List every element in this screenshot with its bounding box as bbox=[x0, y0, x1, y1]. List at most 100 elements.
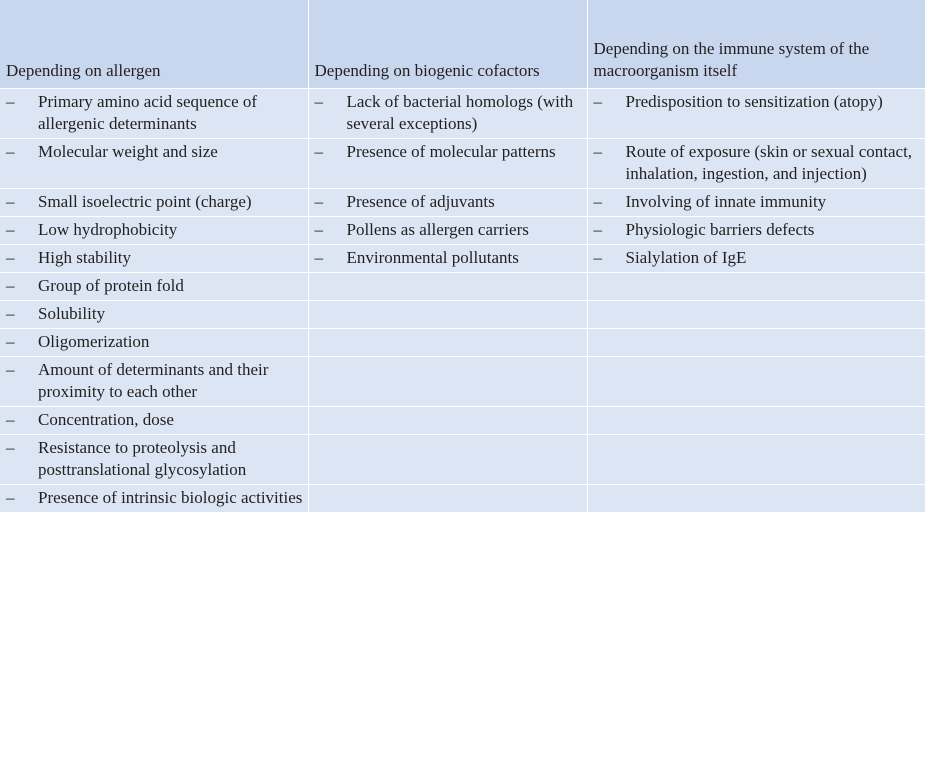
dash-bullet: – bbox=[6, 142, 15, 161]
cell-immune-factor: – Route of exposure (skin or sexual conta… bbox=[587, 138, 925, 189]
list-item: – Primary amino acid sequence of allergen… bbox=[6, 91, 304, 135]
table-header: Depending on allergen Depending on bioge… bbox=[0, 0, 925, 89]
cell-immune-factor bbox=[587, 272, 925, 301]
table-row: – Small isoelectric point (charge) – Presen… bbox=[0, 188, 925, 217]
dash-bullet: – bbox=[6, 438, 15, 457]
dash-bullet: – bbox=[314, 142, 324, 161]
item-text: Resistance to proteolysis and posttransl… bbox=[38, 438, 247, 479]
item-text: Amount of determinants and their proximi… bbox=[38, 360, 269, 401]
cell-immune-factor bbox=[587, 434, 925, 485]
cell-immune-factor bbox=[587, 484, 925, 513]
item-text: Sialylation of IgE bbox=[625, 248, 747, 267]
dash-bullet: – bbox=[6, 410, 15, 429]
list-item: – Presence of molecular patterns bbox=[315, 141, 583, 163]
cell-biogenic-cofactor: – Presence of adjuvants bbox=[308, 188, 588, 217]
header-allergen: Depending on allergen bbox=[0, 0, 309, 89]
table-row: – Resistance to proteolysis and posttrans… bbox=[0, 434, 925, 485]
item-text: Pollens as allergen carriers bbox=[346, 220, 529, 239]
dash-bullet: – bbox=[593, 248, 603, 267]
list-item: – Involving of innate immunity bbox=[594, 191, 922, 213]
header-immune-system: Depending on the immune system of the ma… bbox=[587, 0, 925, 89]
cell-biogenic-cofactor bbox=[308, 300, 588, 329]
table-body: – Primary amino acid sequence of allergen… bbox=[0, 88, 925, 513]
dash-bullet: – bbox=[314, 192, 324, 211]
table-row: – Solubility bbox=[0, 300, 925, 329]
cell-allergen: – Group of protein fold bbox=[0, 272, 309, 301]
dash-bullet: – bbox=[314, 220, 324, 239]
dash-bullet: – bbox=[6, 248, 15, 267]
list-item: – Oligomerization bbox=[6, 331, 304, 353]
dash-bullet: – bbox=[593, 192, 603, 211]
factors-table: Depending on allergen Depending on bioge… bbox=[0, 0, 925, 513]
dash-bullet: – bbox=[6, 192, 15, 211]
cell-biogenic-cofactor bbox=[308, 328, 588, 357]
cell-allergen: – Concentration, dose bbox=[0, 406, 309, 435]
cell-immune-factor bbox=[587, 356, 925, 407]
item-text: Molecular weight and size bbox=[38, 142, 218, 161]
item-text: Low hydrophobicity bbox=[38, 220, 178, 239]
list-item: – Predisposition to sensitization (atopy) bbox=[594, 91, 922, 113]
dash-bullet: – bbox=[6, 360, 15, 379]
item-text: Involving of innate immunity bbox=[625, 192, 827, 211]
item-text: Oligomerization bbox=[38, 332, 150, 351]
cell-allergen: – Small isoelectric point (charge) bbox=[0, 188, 309, 217]
cell-allergen: – Primary amino acid sequence of allergen… bbox=[0, 88, 309, 139]
cell-allergen: – Resistance to proteolysis and posttrans… bbox=[0, 434, 309, 485]
table-row: – Group of protein fold bbox=[0, 272, 925, 301]
cell-immune-factor bbox=[587, 406, 925, 435]
list-item: – Lack of bacterial homologs (with severa… bbox=[315, 91, 583, 135]
table-row: – Low hydrophobicity – Pollens as allergen … bbox=[0, 216, 925, 245]
list-item: – Route of exposure (skin or sexual conta… bbox=[594, 141, 922, 185]
list-item: – High stability bbox=[6, 247, 304, 269]
dash-bullet: – bbox=[6, 304, 15, 323]
cell-biogenic-cofactor bbox=[308, 356, 588, 407]
item-text: Presence of adjuvants bbox=[346, 192, 495, 211]
cell-allergen: – Solubility bbox=[0, 300, 309, 329]
cell-immune-factor bbox=[587, 328, 925, 357]
list-item: – Concentration, dose bbox=[6, 409, 304, 431]
dash-bullet: – bbox=[6, 276, 15, 295]
header-biogenic-cofactors: Depending on biogenic cofactors bbox=[308, 0, 588, 89]
cell-immune-factor: – Predisposition to sensitization (atopy) bbox=[587, 88, 925, 139]
dash-bullet: – bbox=[314, 248, 324, 267]
list-item: – Presence of adjuvants bbox=[315, 191, 583, 213]
item-text: Route of exposure (skin or sexual contac… bbox=[625, 142, 913, 183]
item-text: Small isoelectric point (charge) bbox=[38, 192, 252, 211]
item-text: Lack of bacterial homologs (with several… bbox=[346, 92, 574, 133]
item-text: Environmental pollutants bbox=[346, 248, 519, 267]
cell-allergen: – Amount of determinants and their proxim… bbox=[0, 356, 309, 407]
dash-bullet: – bbox=[6, 92, 15, 111]
list-item: – Pollens as allergen carriers bbox=[315, 219, 583, 241]
list-item: – Sialylation of IgE bbox=[594, 247, 922, 269]
list-item: – Amount of determinants and their proxim… bbox=[6, 359, 304, 403]
dash-bullet: – bbox=[6, 220, 15, 239]
cell-immune-factor bbox=[587, 300, 925, 329]
dash-bullet: – bbox=[593, 92, 603, 111]
item-text: Concentration, dose bbox=[38, 410, 174, 429]
cell-immune-factor: – Sialylation of IgE bbox=[587, 244, 925, 273]
table-row: – Oligomerization bbox=[0, 328, 925, 357]
dash-bullet: – bbox=[314, 92, 324, 111]
item-text: Solubility bbox=[38, 304, 106, 323]
item-text: Primary amino acid sequence of allergeni… bbox=[38, 92, 258, 133]
cell-biogenic-cofactor bbox=[308, 272, 588, 301]
list-item: – Solubility bbox=[6, 303, 304, 325]
dash-bullet: – bbox=[593, 142, 603, 161]
list-item: – Group of protein fold bbox=[6, 275, 304, 297]
table-row: – Primary amino acid sequence of allergen… bbox=[0, 88, 925, 139]
list-item: – Physiologic barriers defects bbox=[594, 219, 922, 241]
cell-biogenic-cofactor: – Pollens as allergen carriers bbox=[308, 216, 588, 245]
table-row: – Concentration, dose bbox=[0, 406, 925, 435]
list-item: – Small isoelectric point (charge) bbox=[6, 191, 304, 213]
item-text: Presence of intrinsic biologic activitie… bbox=[38, 488, 303, 507]
table-row: – High stability – Environmental pollutants… bbox=[0, 244, 925, 273]
cell-immune-factor: – Involving of innate immunity bbox=[587, 188, 925, 217]
item-text: Predisposition to sensitization (atopy) bbox=[625, 92, 883, 111]
item-text: High stability bbox=[38, 248, 132, 267]
list-item: – Presence of intrinsic biologic activiti… bbox=[6, 487, 304, 509]
cell-biogenic-cofactor: – Presence of molecular patterns bbox=[308, 138, 588, 189]
list-item: – Environmental pollutants bbox=[315, 247, 583, 269]
table-row: – Molecular weight and size – Presence of m… bbox=[0, 138, 925, 189]
cell-biogenic-cofactor: – Environmental pollutants bbox=[308, 244, 588, 273]
cell-allergen: – Presence of intrinsic biologic activiti… bbox=[0, 484, 309, 513]
